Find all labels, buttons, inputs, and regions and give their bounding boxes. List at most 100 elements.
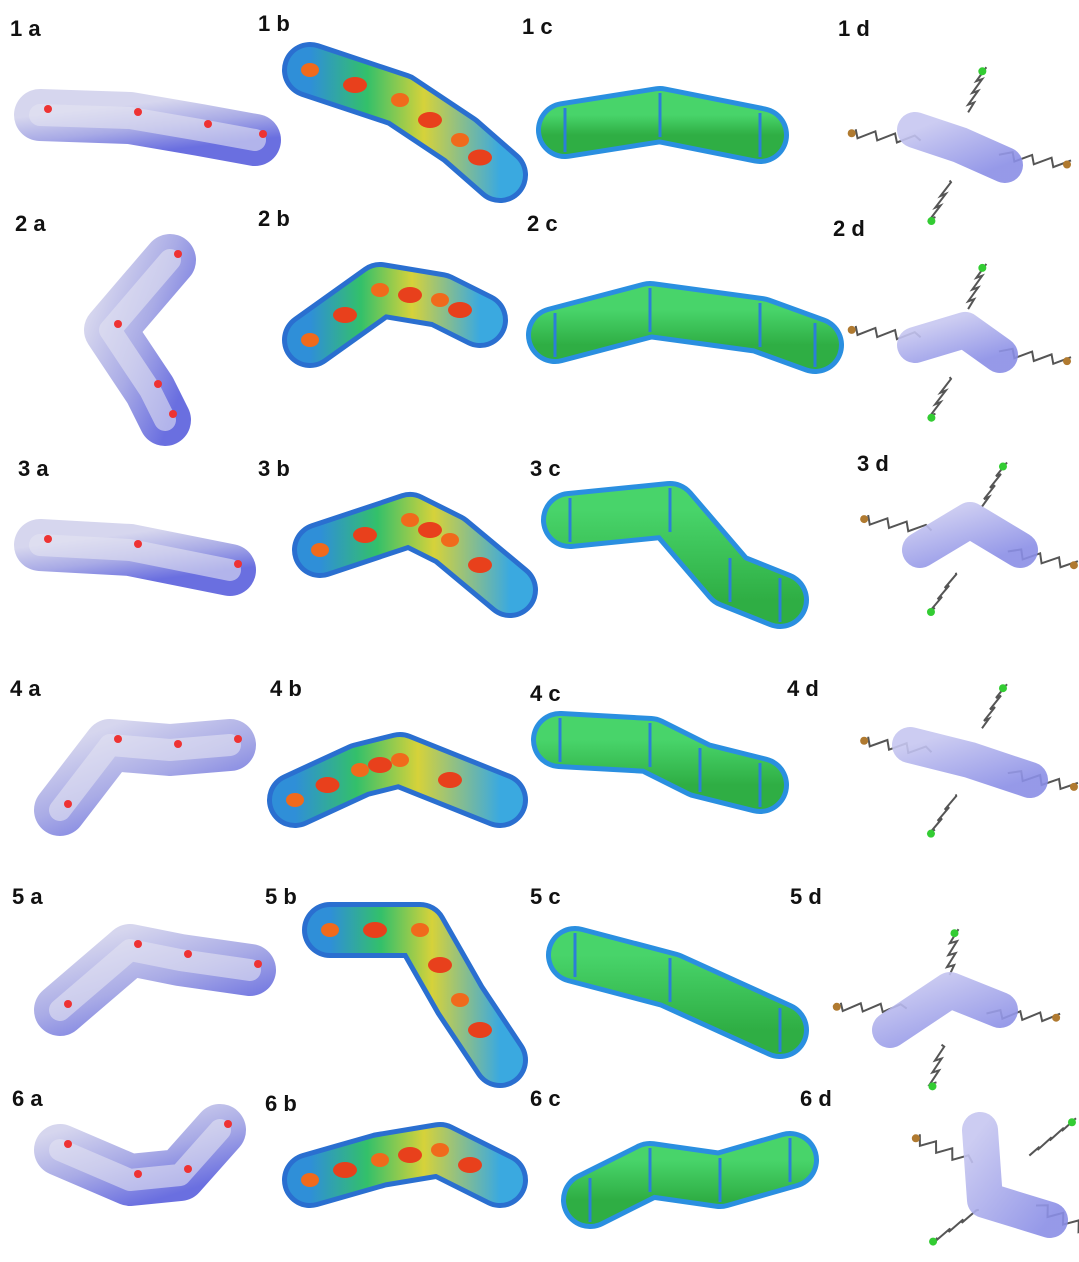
- atom: [1070, 561, 1078, 569]
- red-triangle: [311, 543, 329, 557]
- molecule-bond: [930, 180, 951, 219]
- surface-panel: [286, 753, 500, 807]
- red-triangle: [363, 922, 387, 938]
- panel-label: 6 b: [265, 1091, 297, 1116]
- surface-panel: [912, 1118, 1079, 1245]
- surface-panel: [860, 684, 1078, 837]
- surface-panel: [833, 929, 1060, 1090]
- atom: [999, 684, 1007, 692]
- panel-label: 3 a: [18, 456, 49, 481]
- red-spot: [184, 1165, 192, 1173]
- red-spot: [134, 540, 142, 548]
- red-spot: [64, 1000, 72, 1008]
- panel-label: 5 d: [790, 884, 822, 909]
- hirshfeld-dnorm-small: [890, 990, 1000, 1030]
- red-spot: [234, 735, 242, 743]
- red-triangle: [431, 1143, 449, 1157]
- atom: [927, 830, 935, 838]
- red-triangle: [448, 302, 472, 318]
- red-spot: [254, 960, 262, 968]
- atom: [999, 463, 1007, 471]
- surface-panel: [40, 105, 267, 140]
- curvedness-surface: [565, 115, 760, 135]
- red-triangle: [438, 772, 462, 788]
- red-triangle: [458, 1157, 482, 1173]
- panel-label: 2 a: [15, 211, 46, 236]
- atom: [1063, 160, 1071, 168]
- atom: [950, 929, 958, 937]
- surface-panel: [301, 1143, 500, 1187]
- molecule-bond: [936, 1210, 979, 1241]
- surface-panel: [110, 250, 182, 420]
- hirshfeld-dnorm-small: [915, 130, 1005, 165]
- molecule-bond: [931, 794, 957, 832]
- atom: [833, 1003, 841, 1011]
- surface-panel: [60, 940, 262, 1010]
- red-spot: [134, 1170, 142, 1178]
- panel-label: 3 d: [857, 451, 889, 476]
- surface-panel: [555, 288, 815, 367]
- atom: [927, 414, 935, 422]
- red-triangle: [333, 1162, 357, 1178]
- red-triangle: [468, 557, 492, 573]
- red-spot: [184, 950, 192, 958]
- atom: [927, 608, 935, 616]
- red-spot: [114, 735, 122, 743]
- surface-panel: [848, 264, 1071, 422]
- red-triangle: [418, 522, 442, 538]
- molecule-bond: [931, 573, 957, 611]
- red-triangle: [353, 527, 377, 543]
- red-spot: [154, 380, 162, 388]
- surface-panel: [301, 63, 500, 175]
- atom: [848, 129, 856, 137]
- red-spot: [114, 320, 122, 328]
- red-triangle: [371, 283, 389, 297]
- panel-label: 3 c: [530, 456, 561, 481]
- atom: [929, 1238, 937, 1246]
- red-spot: [169, 410, 177, 418]
- red-triangle: [371, 1153, 389, 1167]
- red-triangle: [401, 513, 419, 527]
- red-triangle: [398, 1147, 422, 1163]
- shape-index-fill: [330, 930, 500, 1060]
- panel-label: 4 c: [530, 681, 561, 706]
- red-triangle: [301, 1173, 319, 1187]
- red-spot: [134, 940, 142, 948]
- red-spot: [64, 800, 72, 808]
- red-triangle: [468, 1022, 492, 1038]
- red-triangle: [286, 793, 304, 807]
- red-spot: [259, 130, 267, 138]
- red-triangle: [451, 993, 469, 1007]
- red-triangle: [398, 287, 422, 303]
- red-triangle: [391, 753, 409, 767]
- surface-panel: [40, 535, 242, 570]
- surface-panel: [848, 67, 1071, 225]
- panel-label: 4 d: [787, 676, 819, 701]
- red-spot: [64, 1140, 72, 1148]
- red-triangle: [431, 293, 449, 307]
- hirshfeld-dnorm-small: [915, 330, 1000, 355]
- red-triangle: [316, 777, 340, 793]
- panel-label: 3 b: [258, 456, 290, 481]
- red-triangle: [391, 93, 409, 107]
- surface-panel: [60, 1120, 232, 1180]
- atom: [1070, 783, 1078, 791]
- atom: [978, 264, 986, 272]
- red-triangle: [351, 763, 369, 777]
- red-triangle: [301, 63, 319, 77]
- panel-label: 2 b: [258, 206, 290, 231]
- panel-label: 4 b: [270, 676, 302, 701]
- panel-label: 5 a: [12, 884, 43, 909]
- panel-label: 6 d: [800, 1086, 832, 1111]
- panel-label: 2 c: [527, 211, 558, 236]
- hirshfeld-dnorm-small: [910, 745, 1030, 780]
- atom: [978, 67, 986, 75]
- figure: 1 a1 b1 c1 d2 a2 b2 c2 d3 a3 b3 c3 d4 a4…: [0, 0, 1079, 1262]
- panel-label: 1 b: [258, 11, 290, 36]
- hirshfeld-dnorm-small: [980, 1130, 1050, 1220]
- atom: [912, 1134, 920, 1142]
- atom: [1063, 357, 1071, 365]
- panel-label: 1 d: [838, 16, 870, 41]
- red-spot: [44, 535, 52, 543]
- surface-panel: [590, 1138, 790, 1222]
